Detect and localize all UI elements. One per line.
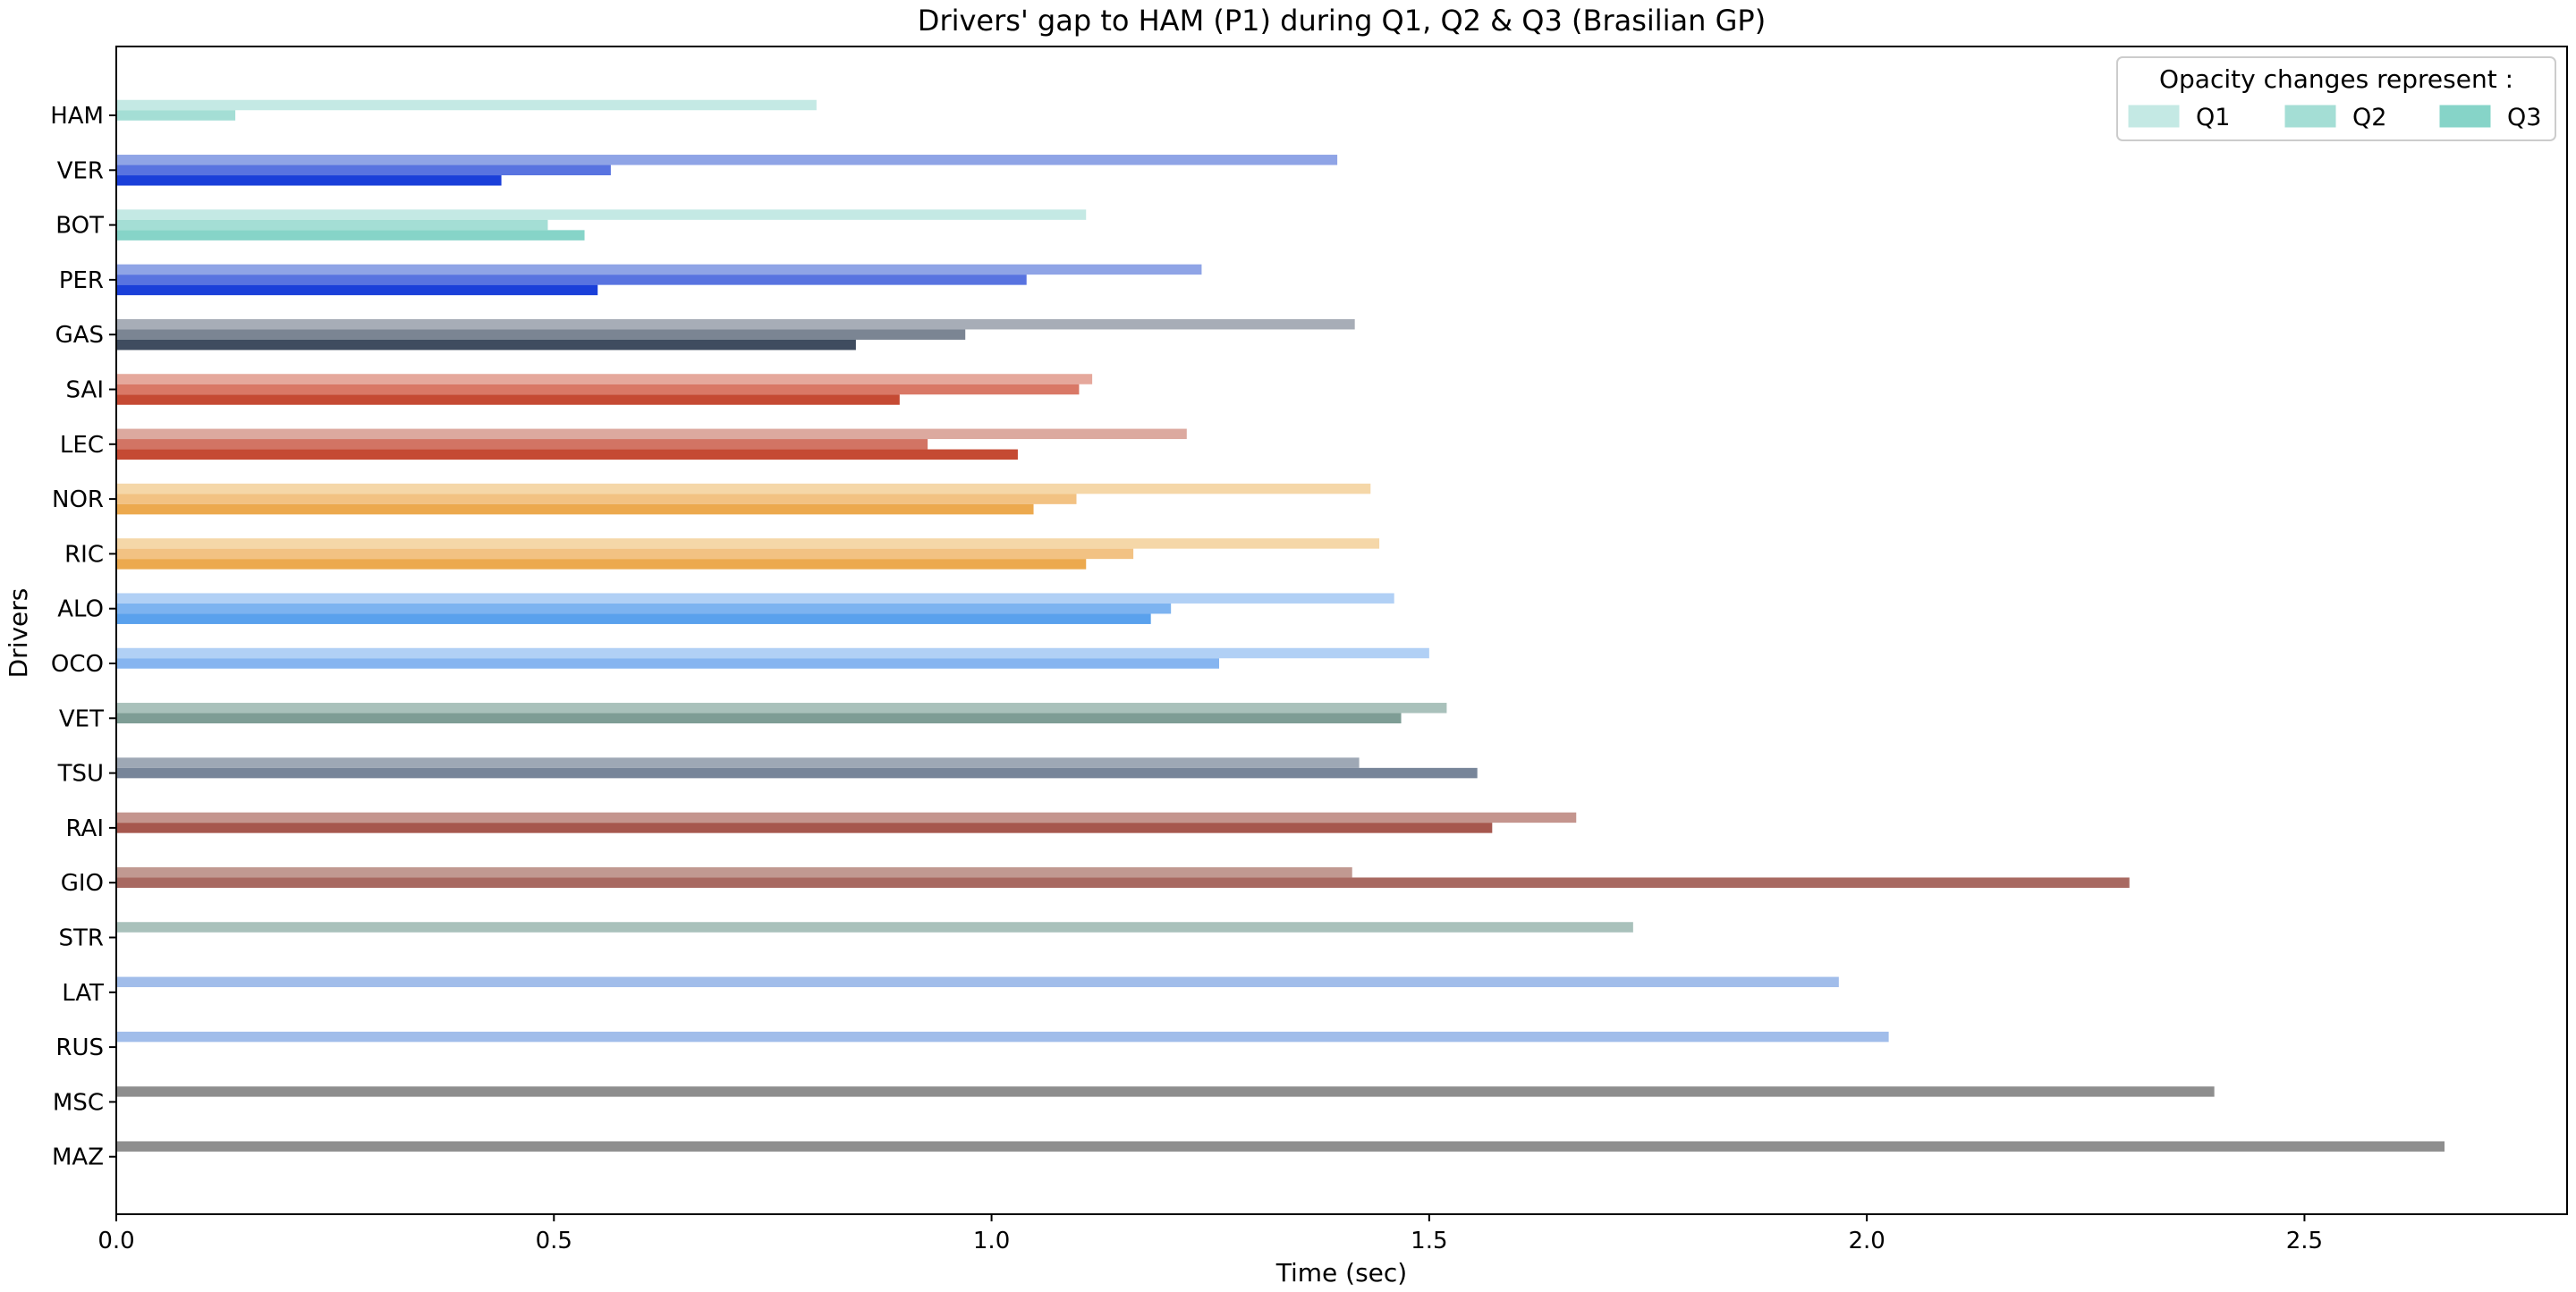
bar-tsu-q1	[116, 757, 1360, 768]
bar-ham-q2	[116, 110, 236, 121]
y-tick-label-tsu: TSU	[57, 761, 104, 788]
bar-sai-q3	[116, 394, 900, 405]
bar-gas-q3	[116, 339, 856, 350]
bar-bot-q1	[116, 209, 1087, 220]
x-tick-label: 0.0	[97, 1228, 134, 1254]
bar-gas-q1	[116, 318, 1355, 330]
y-tick-label-msc: MSC	[53, 1089, 104, 1116]
x-tick-label: 1.0	[973, 1228, 1010, 1254]
legend-swatch-q2	[2284, 105, 2336, 128]
legend-label-q2: Q2	[2352, 104, 2386, 131]
bar-per-q1	[116, 264, 1202, 275]
y-ticks: HAM VER BOT PER GAS SAI LEC NOR RIC ALO OCO VET TSU R…	[50, 103, 116, 1171]
bar-msc-q1	[116, 1086, 2215, 1097]
bar-ric-q3	[116, 559, 1087, 570]
bar-gio-q2	[116, 877, 2130, 888]
y-tick-label-alo: ALO	[57, 596, 104, 623]
bar-tsu-q2	[116, 767, 1478, 779]
y-tick-label-oco: OCO	[51, 651, 104, 678]
bar-lec-q2	[116, 439, 928, 450]
y-tick-label-gio: GIO	[61, 870, 104, 897]
legend-title: Opacity changes represent :	[2159, 64, 2513, 94]
bar-per-q2	[116, 274, 1027, 285]
chart-title: Drivers' gap to HAM (P1) during Q1, Q2 &…	[918, 4, 1766, 38]
bar-per-q3	[116, 284, 598, 296]
y-tick-label-rai: RAI	[66, 815, 104, 842]
bar-maz-q1	[116, 1141, 2445, 1152]
y-axis-label: Drivers	[4, 588, 33, 679]
bar-ric-q1	[116, 538, 1380, 549]
y-tick-label-vet: VET	[59, 705, 104, 732]
bar-ver-q1	[116, 155, 1338, 165]
plot-frame	[115, 46, 2568, 1215]
x-ticks: 0.0 0.5 1.0 1.5 2.0 2.5	[97, 1214, 2323, 1254]
y-tick-label-nor: NOR	[52, 486, 104, 513]
bar-oco-q2	[116, 658, 1219, 669]
bar-lec-q3	[116, 449, 1018, 460]
legend: Opacity changes represent : Q1 Q2 Q3	[2116, 56, 2556, 141]
bar-rai-q1	[116, 812, 1577, 823]
x-axis-label: Time (sec)	[1275, 1258, 1407, 1288]
legend-swatch-q1	[2128, 105, 2180, 128]
bar-nor-q1	[116, 483, 1371, 494]
bar-gas-q2	[116, 329, 966, 340]
x-tick-label: 1.5	[1411, 1228, 1447, 1254]
y-tick-label-ric: RIC	[64, 541, 104, 568]
bar-sai-q1	[116, 374, 1093, 384]
bar-rai-q2	[116, 823, 1493, 833]
y-tick-label-ham: HAM	[50, 103, 104, 130]
bar-nor-q2	[116, 494, 1077, 504]
bar-bot-q2	[116, 219, 548, 231]
bar-alo-q3	[116, 613, 1151, 624]
bar-oco-q1	[116, 647, 1429, 659]
bar-lat-q1	[116, 976, 1839, 988]
bar-vet-q2	[116, 713, 1402, 724]
y-tick-label-sai: SAI	[66, 377, 104, 404]
bar-alo-q1	[116, 593, 1394, 604]
bar-lec-q1	[116, 428, 1187, 440]
y-tick-label-per: PER	[59, 267, 104, 294]
legend-swatch-q3	[2439, 105, 2491, 128]
bar-rus-q1	[116, 1031, 1889, 1043]
legend-label-q3: Q3	[2507, 104, 2541, 131]
bar-ver-q3	[116, 175, 502, 186]
bars-layer	[116, 99, 2445, 1152]
y-tick-label-str: STR	[59, 925, 104, 952]
y-tick-label-ver: VER	[57, 157, 104, 184]
bar-gio-q1	[116, 866, 1352, 878]
x-tick-label: 2.5	[2286, 1228, 2323, 1254]
legend-label-q1: Q1	[2196, 104, 2230, 131]
bar-nor-q3	[116, 503, 1034, 515]
bar-alo-q2	[116, 603, 1172, 614]
bar-ric-q2	[116, 548, 1134, 560]
y-tick-label-rus: RUS	[55, 1034, 104, 1061]
x-tick-label: 0.5	[536, 1228, 572, 1254]
bar-vet-q1	[116, 703, 1447, 714]
y-tick-label-lat: LAT	[62, 980, 104, 1007]
bar-bot-q3	[116, 230, 585, 241]
bar-ver-q2	[116, 165, 611, 176]
y-tick-label-lec: LEC	[60, 432, 104, 459]
bar-sai-q2	[116, 384, 1080, 395]
y-tick-label-gas: GAS	[55, 322, 104, 349]
y-tick-label-maz: MAZ	[52, 1144, 104, 1171]
x-tick-label: 2.0	[1848, 1228, 1885, 1254]
bar-str-q1	[116, 922, 1633, 933]
y-tick-label-bot: BOT	[55, 213, 104, 240]
bar-ham-q1	[116, 99, 817, 111]
